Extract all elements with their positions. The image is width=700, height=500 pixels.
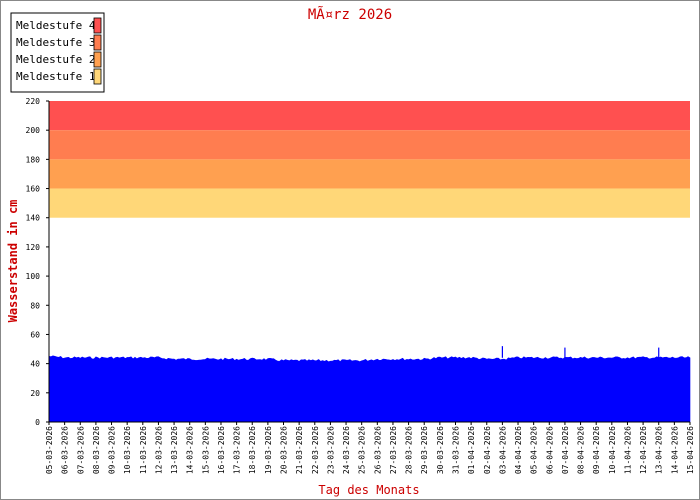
alert-band-4 (49, 101, 690, 131)
x-tick-label: 11-04-2026 (624, 426, 633, 474)
x-tick-label: 10-04-2026 (608, 426, 617, 474)
series-0-area (48, 355, 691, 423)
x-tick-label: 22-03-2026 (311, 426, 320, 474)
x-tick-label: 03-04-2026 (498, 426, 507, 474)
x-tick-label: 27-03-2026 (389, 426, 398, 474)
legend-swatch (93, 34, 102, 51)
legend-swatch (93, 68, 102, 85)
legend-swatch (93, 17, 102, 34)
x-tick-label: 06-03-2026 (61, 426, 70, 474)
y-tick-label: 120 (26, 243, 41, 252)
y-tick-label: 80 (30, 301, 40, 310)
x-tick-label: 05-03-2026 (45, 426, 54, 474)
x-tick-label: 16-03-2026 (217, 426, 226, 474)
x-tick-label: 08-04-2026 (577, 426, 586, 474)
x-tick-label: 13-04-2026 (655, 426, 664, 474)
x-tick-label: 12-04-2026 (639, 426, 648, 474)
y-tick-label: 160 (26, 185, 41, 194)
x-tick-label: 06-04-2026 (545, 426, 554, 474)
alert-bands (49, 101, 690, 218)
y-tick-label: 140 (26, 214, 41, 223)
x-tick-labels: 05-03-2026 06-03-2026 07-03-2026 08-03-2026… (45, 422, 695, 474)
y-tick-label: 60 (30, 330, 40, 339)
x-tick-label: 29-03-2026 (420, 426, 429, 474)
x-tick-label: 07-04-2026 (561, 426, 570, 474)
x-tick-label: 21-03-2026 (295, 426, 304, 474)
y-tick-label: 200 (26, 126, 41, 135)
legend-label: Meldestufe 1 (16, 70, 95, 83)
legend: Meldestufe 4 Meldestufe 3 Meldestufe 2 Meld… (10, 12, 105, 93)
x-tick-label: 19-03-2026 (264, 426, 273, 474)
alert-band-3 (49, 130, 690, 160)
x-tick-label: 07-03-2026 (76, 426, 85, 474)
x-tick-label: 24-03-2026 (342, 426, 351, 474)
x-tick-label: 31-03-2026 (452, 426, 461, 474)
x-tick-label: 28-03-2026 (405, 426, 414, 474)
y-tick-label: 0 (35, 418, 40, 427)
x-tick-label: 05-04-2026 (530, 426, 539, 474)
x-tick-label: 14-03-2026 (186, 426, 195, 474)
y-axis-label: Wasserstand in cm (6, 200, 20, 323)
legend-box (10, 12, 105, 93)
y-tick-label: 20 (30, 389, 40, 398)
x-tick-label: 04-04-2026 (514, 426, 523, 474)
x-tick-label: 20-03-2026 (280, 426, 289, 474)
y-tick-labels: 0 20 40 60 80 100 120 140 160 180 200 220 (26, 97, 49, 427)
x-tick-label: 15-04-2026 (686, 426, 695, 474)
y-tick-label: 100 (26, 272, 41, 281)
x-tick-label: 26-03-2026 (373, 426, 382, 474)
y-tick-label: 180 (26, 155, 41, 164)
legend-swatch (93, 51, 102, 68)
legend-label: Meldestufe 3 (16, 36, 95, 49)
y-tick-label: 40 (30, 360, 40, 369)
series-area (48, 346, 691, 423)
x-tick-label: 11-03-2026 (139, 426, 148, 474)
x-tick-label: 23-03-2026 (326, 426, 335, 474)
x-tick-label: 09-04-2026 (592, 426, 601, 474)
x-tick-label: 08-03-2026 (92, 426, 101, 474)
x-tick-label: 09-03-2026 (108, 426, 117, 474)
x-axis-label: Tag des Monats (318, 483, 419, 497)
x-tick-label: 15-03-2026 (201, 426, 210, 474)
x-tick-label: 17-03-2026 (233, 426, 242, 474)
x-tick-label: 18-03-2026 (248, 426, 257, 474)
y-tick-label: 220 (26, 97, 41, 106)
x-tick-label: 30-03-2026 (436, 426, 445, 474)
legend-label: Meldestufe 4 (16, 19, 96, 32)
alert-band-1 (49, 188, 690, 218)
alert-band-2 (49, 159, 690, 189)
x-tick-label: 25-03-2026 (358, 426, 367, 474)
legend-label: Meldestufe 2 (16, 53, 95, 66)
x-tick-label: 14-04-2026 (670, 426, 679, 474)
axes (48, 101, 690, 423)
x-tick-label: 02-04-2026 (483, 426, 492, 474)
chart-title: MÃ¤rz 2026 (308, 6, 392, 23)
x-tick-label: 01-04-2026 (467, 426, 476, 474)
x-tick-label: 10-03-2026 (123, 426, 132, 474)
x-tick-label: 13-03-2026 (170, 426, 179, 474)
x-tick-label: 12-03-2026 (154, 426, 163, 474)
